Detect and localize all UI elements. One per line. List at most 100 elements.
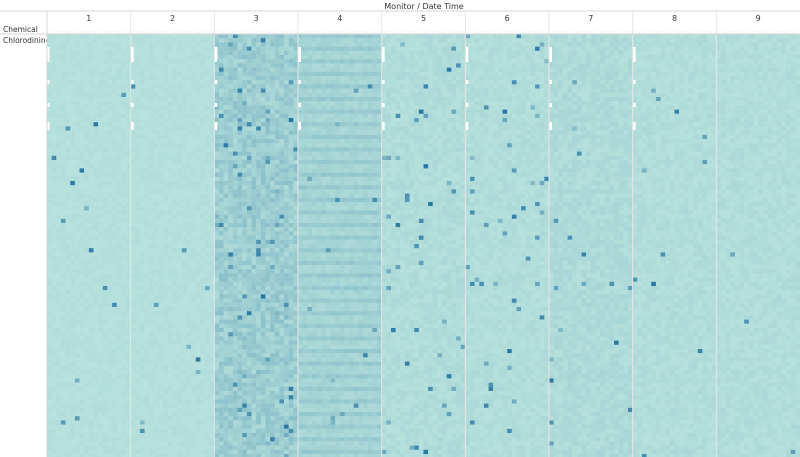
heatmap-cell [363, 160, 368, 165]
heatmap-cell [130, 412, 136, 417]
heatmap-cell [307, 130, 312, 135]
heatmap-cell [121, 256, 127, 261]
heatmap-cell [135, 290, 140, 295]
heatmap-cell [181, 332, 187, 337]
monitor-label: 7 [588, 14, 593, 23]
heatmap-cell [330, 252, 336, 257]
heatmap-cell [172, 294, 178, 299]
heatmap-cell [279, 55, 285, 60]
heatmap-cell [163, 235, 168, 240]
heatmap-cell [288, 42, 294, 47]
heatmap-cell [47, 164, 52, 169]
heatmap-cell [288, 395, 294, 400]
heatmap-cell [284, 248, 289, 253]
heatmap-cell [70, 248, 75, 253]
heatmap-cell [158, 134, 164, 139]
heatmap-cell [307, 344, 312, 349]
heatmap-cell [153, 118, 159, 123]
heatmap-cell [60, 55, 66, 60]
heatmap-cell [47, 38, 52, 43]
heatmap-cell [349, 185, 354, 190]
heatmap-cell [339, 59, 345, 64]
heatmap-cell [251, 218, 257, 223]
heatmap-cell [186, 231, 192, 236]
heatmap-cell [339, 126, 345, 131]
heatmap-cell [79, 319, 85, 324]
heatmap-cell [139, 80, 145, 85]
heatmap-cell [223, 172, 229, 177]
heatmap-cell [335, 101, 340, 106]
heatmap-cell [98, 168, 103, 173]
heatmap-cell [88, 80, 94, 85]
heatmap-cell [307, 189, 312, 194]
heatmap-cell [47, 197, 52, 202]
heatmap-cell [372, 214, 378, 219]
heatmap-cell [353, 197, 359, 202]
heatmap-cell [112, 55, 117, 60]
heatmap-cell [139, 84, 145, 89]
heatmap-cell [274, 118, 280, 123]
heatmap-cell [349, 365, 354, 370]
heatmap-cell [74, 416, 80, 421]
heatmap-cell [135, 105, 140, 110]
heatmap-cell [98, 181, 103, 186]
heatmap-cell [214, 269, 219, 274]
heatmap-cell [98, 273, 103, 278]
heatmap-cell [288, 294, 294, 299]
heatmap-cell [270, 126, 275, 131]
heatmap-cell [279, 92, 285, 97]
heatmap-cell [139, 202, 145, 207]
heatmap-cell [181, 151, 187, 156]
heatmap-cell [335, 84, 340, 89]
heatmap-cell [242, 340, 247, 345]
heatmap-cell [260, 269, 266, 274]
heatmap-cell [121, 332, 127, 337]
heatmap-cell [260, 256, 266, 261]
heatmap-cell [251, 97, 257, 102]
heatmap-cell [98, 109, 103, 114]
heatmap-cell [214, 42, 219, 47]
heatmap-cell [256, 118, 261, 123]
heatmap-cell [153, 424, 159, 429]
heatmap-cell [102, 84, 108, 89]
heatmap-cell [260, 277, 266, 282]
heatmap-cell [321, 84, 326, 89]
heatmap-cell [135, 101, 140, 106]
heatmap-cell [186, 441, 192, 446]
heatmap-cell [372, 265, 378, 270]
heatmap-cell [288, 290, 294, 295]
heatmap-cell [325, 260, 331, 265]
heatmap-cell [293, 311, 299, 316]
heatmap-cell [339, 244, 345, 249]
heatmap-cell [88, 420, 94, 425]
heatmap-cell [302, 164, 308, 169]
heatmap-cell [228, 286, 233, 291]
heatmap-cells [47, 34, 800, 457]
heatmap-cell [65, 323, 71, 328]
heatmap-cell [98, 122, 103, 127]
heatmap-cell [102, 302, 108, 307]
heatmap-cell [121, 185, 127, 190]
heatmap-cell [321, 197, 326, 202]
heatmap-cell [265, 218, 271, 223]
heatmap-cell [98, 315, 103, 320]
heatmap-cell [274, 416, 280, 421]
heatmap-cell [260, 311, 266, 316]
heatmap-cell [279, 172, 285, 177]
heatmap-cell [102, 38, 108, 43]
heatmap-cell [130, 139, 136, 144]
heatmap-cell [126, 328, 131, 333]
heatmap-cell [339, 239, 345, 244]
heatmap-cell [135, 449, 140, 454]
heatmap-cell [372, 139, 378, 144]
heatmap-cell [358, 265, 364, 270]
heatmap-cell [274, 311, 280, 316]
heatmap-cell [288, 181, 294, 186]
heatmap-cell [200, 176, 206, 181]
heatmap-cell [344, 214, 350, 219]
heatmap-cell [223, 395, 229, 400]
heatmap-cell [279, 118, 285, 123]
heatmap-cell [325, 34, 331, 39]
heatmap-cell [288, 97, 294, 102]
heatmap-cell [209, 428, 215, 433]
